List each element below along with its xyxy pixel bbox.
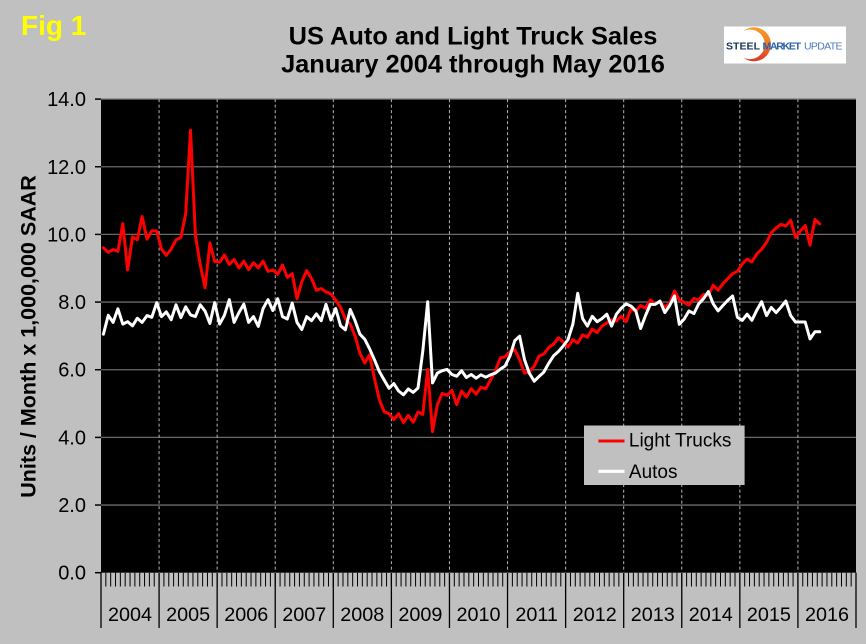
- svg-text:2014: 2014: [689, 604, 733, 626]
- svg-text:2016: 2016: [805, 604, 849, 626]
- svg-text:STEEL: STEEL: [726, 41, 761, 53]
- svg-text:Units / Month x 1,000,000 SAAR: Units / Month x 1,000,000 SAAR: [17, 175, 41, 498]
- svg-text:Light Trucks: Light Trucks: [629, 431, 731, 452]
- svg-text:Autos: Autos: [629, 462, 678, 483]
- svg-text:2006: 2006: [224, 604, 268, 626]
- svg-text:January 2004 through May 2016: January 2004 through May 2016: [281, 51, 665, 79]
- svg-text:0.0: 0.0: [58, 563, 86, 585]
- svg-text:Fig 1: Fig 1: [21, 10, 86, 41]
- svg-text:MARKET: MARKET: [763, 41, 802, 53]
- svg-text:US Auto and Light Truck Sales: US Auto and Light Truck Sales: [289, 23, 658, 51]
- svg-text:2004: 2004: [108, 604, 152, 626]
- svg-text:UPDATE: UPDATE: [804, 41, 843, 53]
- svg-text:4.0: 4.0: [58, 427, 86, 449]
- svg-text:2007: 2007: [282, 604, 326, 626]
- svg-text:2015: 2015: [747, 604, 791, 626]
- svg-text:2013: 2013: [631, 604, 675, 626]
- svg-text:2.0: 2.0: [58, 495, 86, 517]
- svg-text:2010: 2010: [456, 604, 500, 626]
- svg-text:8.0: 8.0: [58, 292, 86, 314]
- svg-text:6.0: 6.0: [58, 360, 86, 382]
- svg-text:2012: 2012: [573, 604, 617, 626]
- svg-text:10.0: 10.0: [47, 224, 86, 246]
- svg-text:2005: 2005: [166, 604, 210, 626]
- svg-text:2008: 2008: [340, 604, 384, 626]
- svg-text:2009: 2009: [398, 604, 442, 626]
- svg-text:14.0: 14.0: [47, 89, 86, 111]
- svg-text:2011: 2011: [515, 604, 558, 626]
- svg-text:12.0: 12.0: [47, 157, 86, 179]
